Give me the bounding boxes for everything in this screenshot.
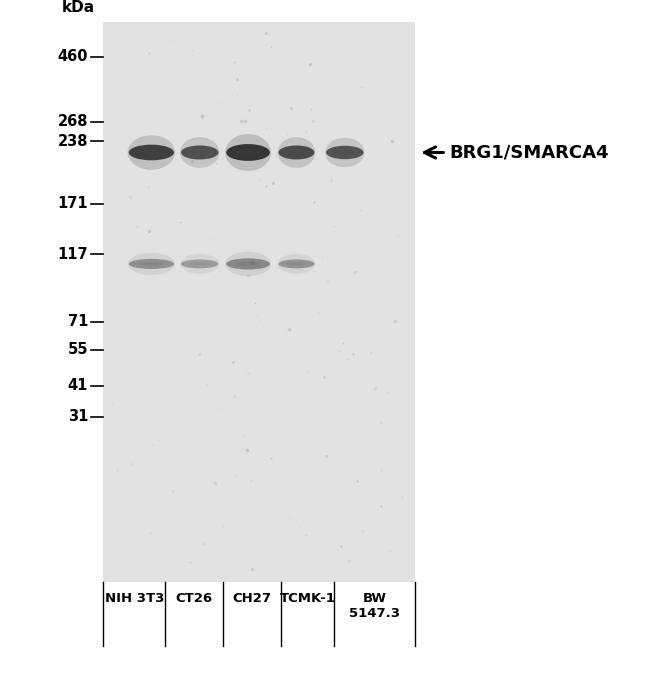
Ellipse shape [278,259,315,268]
Text: 31: 31 [68,409,88,425]
Ellipse shape [278,254,315,274]
Ellipse shape [139,150,164,155]
Ellipse shape [278,146,315,160]
Ellipse shape [139,262,164,266]
Ellipse shape [278,137,315,168]
Text: 460: 460 [58,49,88,64]
Bar [103,22,415,582]
Ellipse shape [127,135,175,170]
Text: NIH 3T3: NIH 3T3 [105,592,164,605]
Ellipse shape [181,146,218,160]
Ellipse shape [180,137,220,168]
Ellipse shape [129,259,174,269]
Ellipse shape [226,258,270,270]
Text: 117: 117 [57,247,88,262]
Text: BRG1/SMARCA4: BRG1/SMARCA4 [449,144,609,162]
Text: 41: 41 [68,379,88,394]
Ellipse shape [236,262,260,266]
Text: 171: 171 [57,197,88,212]
Text: 268: 268 [58,114,88,129]
Ellipse shape [226,144,270,161]
Ellipse shape [287,150,306,155]
Ellipse shape [236,150,260,156]
Text: BW
5147.3: BW 5147.3 [349,592,400,620]
Ellipse shape [127,253,175,275]
Text: TCMK-1: TCMK-1 [280,592,335,605]
Text: CT26: CT26 [176,592,213,605]
Text: 55: 55 [68,342,88,357]
Ellipse shape [335,150,355,155]
Ellipse shape [181,259,218,268]
Ellipse shape [189,150,210,155]
Ellipse shape [189,262,210,266]
Ellipse shape [287,262,306,266]
Ellipse shape [225,251,271,276]
Ellipse shape [326,146,363,159]
Ellipse shape [129,145,174,160]
Text: 71: 71 [68,314,88,329]
Ellipse shape [225,134,271,171]
Text: kDa: kDa [61,0,94,16]
Ellipse shape [325,137,365,167]
Ellipse shape [180,254,220,274]
Text: CH27: CH27 [232,592,271,605]
Text: 238: 238 [58,133,88,149]
